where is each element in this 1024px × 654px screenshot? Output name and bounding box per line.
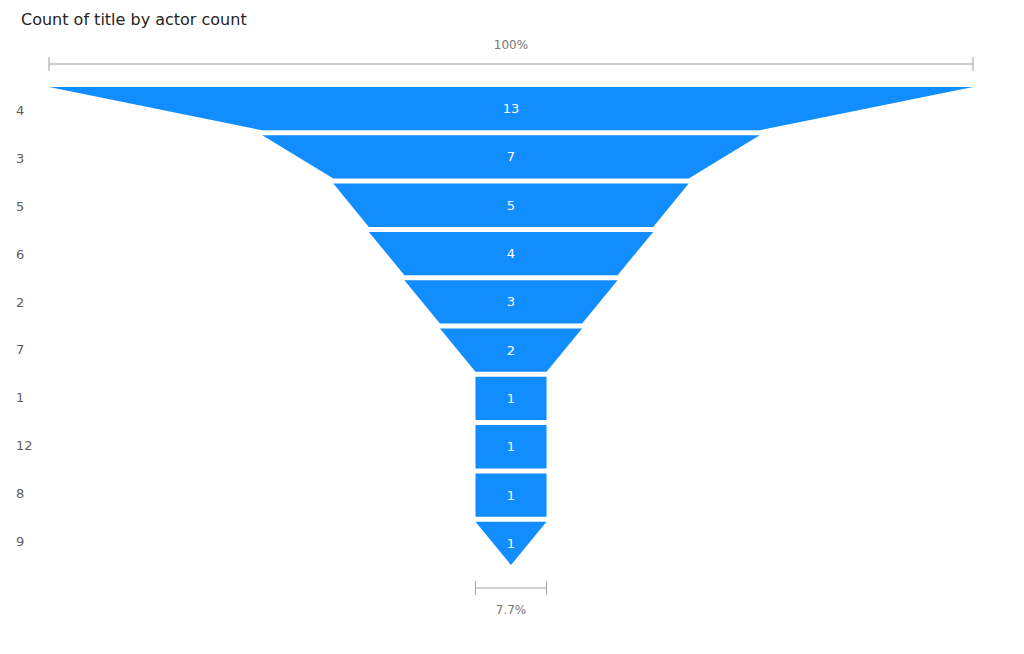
svg-text:5: 5 [507, 198, 515, 213]
svg-text:13: 13 [503, 101, 520, 116]
svg-text:4: 4 [507, 246, 515, 261]
svg-text:7: 7 [16, 342, 24, 357]
svg-text:4: 4 [16, 103, 24, 118]
svg-text:5: 5 [16, 199, 24, 214]
svg-text:1: 1 [507, 488, 515, 503]
svg-text:9: 9 [16, 534, 24, 549]
svg-text:2: 2 [16, 295, 24, 310]
svg-text:3: 3 [507, 294, 515, 309]
svg-text:1: 1 [507, 391, 515, 406]
svg-text:1: 1 [16, 390, 24, 405]
svg-text:6: 6 [16, 247, 24, 262]
svg-text:12: 12 [16, 438, 33, 453]
svg-text:1: 1 [507, 536, 515, 551]
svg-text:1: 1 [507, 439, 515, 454]
svg-text:7.7%: 7.7% [496, 603, 527, 617]
svg-text:8: 8 [16, 486, 24, 501]
svg-text:100%: 100% [494, 38, 528, 52]
svg-text:2: 2 [507, 343, 515, 358]
svg-text:3: 3 [16, 151, 24, 166]
svg-text:Count of title by actor count: Count of title by actor count [21, 10, 247, 29]
svg-text:7: 7 [507, 149, 515, 164]
